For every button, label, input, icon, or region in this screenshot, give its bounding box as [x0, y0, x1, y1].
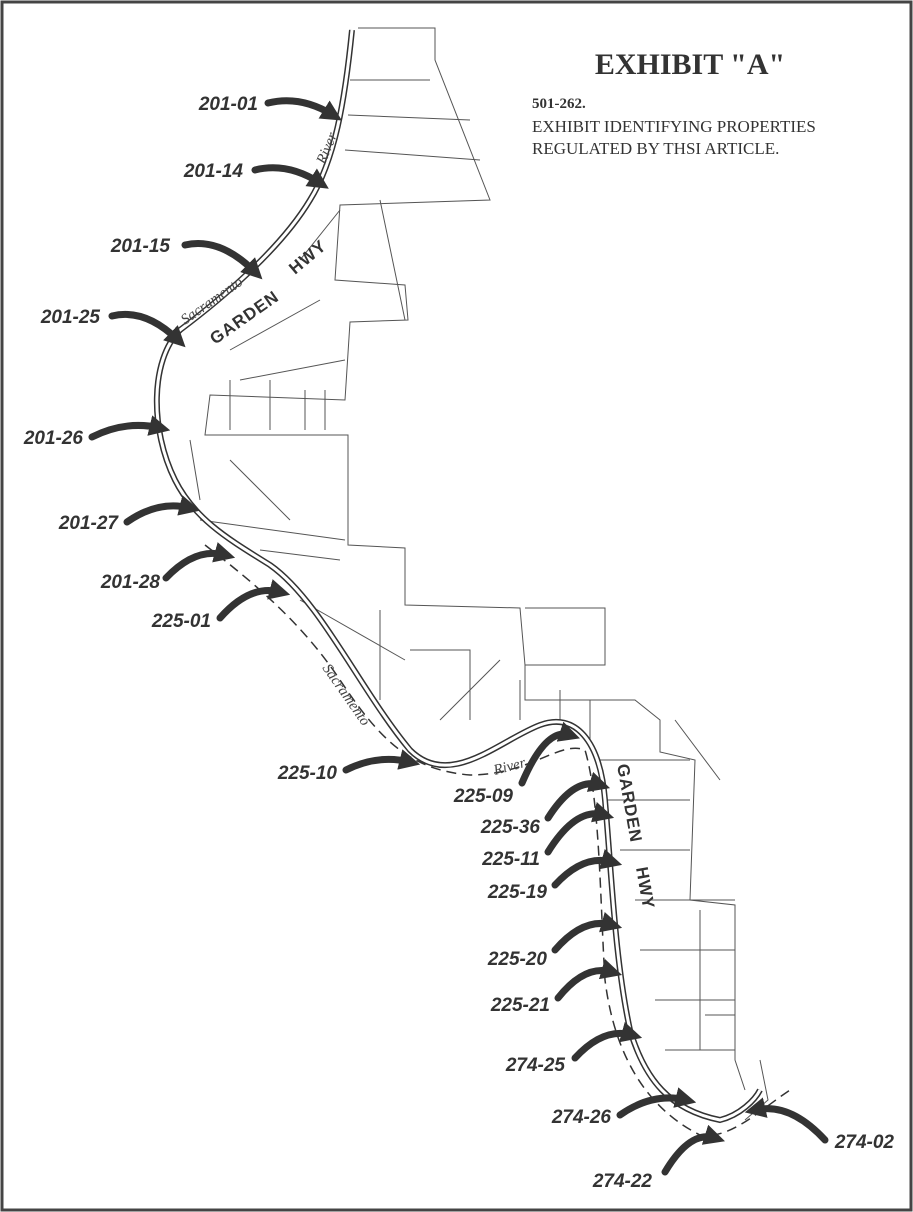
parcel-label: 201-26	[23, 428, 84, 449]
parcel-label: 225-10	[277, 763, 338, 784]
arrow	[616, 1087, 697, 1119]
parcel-label: 225-20	[487, 949, 548, 970]
arrow	[661, 1124, 726, 1176]
arrow	[544, 771, 611, 822]
road-label: GARDEN	[613, 762, 646, 844]
arrow	[108, 310, 186, 348]
arrow	[216, 579, 291, 622]
parcel-label: 225-11	[481, 849, 540, 870]
parcel-label: 274-25	[505, 1055, 566, 1076]
title: EXHIBIT "A"	[595, 48, 785, 81]
road-label: HWY	[285, 236, 330, 278]
river	[153, 29, 791, 1137]
parcel-label: 201-14	[183, 161, 244, 182]
arrow	[264, 97, 342, 121]
arrow	[744, 1097, 829, 1144]
arrow	[123, 495, 201, 526]
arrow	[551, 912, 623, 954]
road-label: HWY	[632, 865, 658, 910]
parcel-label: 201-15	[110, 236, 171, 257]
arrow	[88, 415, 171, 441]
parcel-label: 274-02	[834, 1132, 895, 1153]
arrow	[571, 1022, 643, 1062]
arrow	[554, 958, 623, 1002]
parcel-label: 225-21	[490, 995, 550, 1016]
parcel-label: 225-19	[487, 882, 548, 903]
parcel-label: 274-26	[551, 1107, 612, 1128]
arrow	[518, 721, 580, 787]
parcel-label: 201-28	[100, 572, 161, 593]
parcel-labels: 201-01 201-14 201-15 201-25 201-26 201-27 201-…	[23, 94, 895, 1192]
subtitle-line: REGULATED BY THSI ARTICLE.	[532, 139, 779, 158]
arrow	[181, 240, 263, 280]
subtitle-line: EXHIBIT IDENTIFYING PROPERTIES	[532, 117, 816, 136]
parcel-label: 225-36	[480, 817, 541, 838]
parcel-label: 201-27	[58, 513, 120, 534]
parcel-lines	[189, 27, 769, 1121]
arrow	[251, 164, 329, 189]
arrow	[551, 849, 623, 889]
river-label: Sacramento	[319, 661, 373, 729]
arrow	[342, 749, 421, 774]
parcel-label: 201-01	[198, 94, 258, 115]
river-label: River	[313, 130, 340, 167]
arrow	[162, 542, 236, 582]
arrow	[544, 802, 615, 856]
parcel-label: 225-01	[151, 611, 211, 632]
parcel-label: 225-09	[453, 786, 514, 807]
parcel-label: 274-22	[592, 1171, 653, 1192]
section: 501-262.	[532, 96, 586, 112]
parcel-label: 201-25	[40, 307, 101, 328]
